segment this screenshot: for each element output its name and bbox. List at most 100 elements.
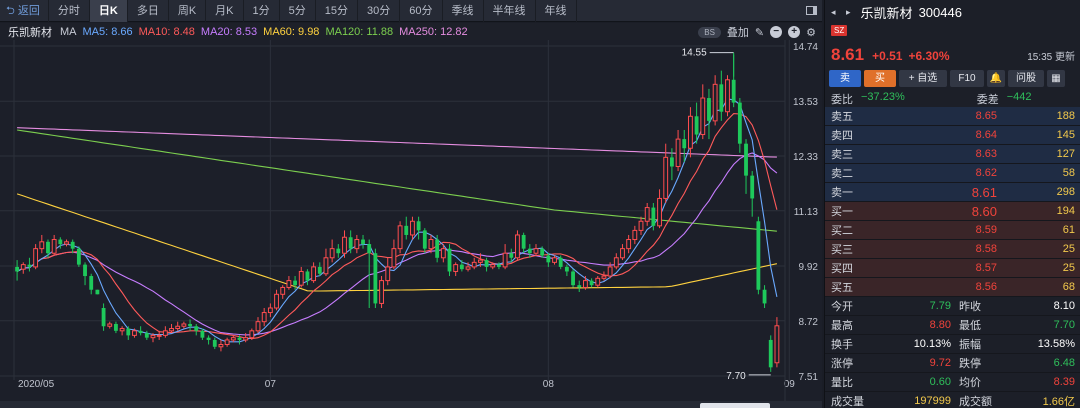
candle-body bbox=[768, 339, 773, 368]
period-tab[interactable]: 30分 bbox=[358, 0, 401, 22]
stat-row: 换手 10.13% 振幅 13.58% bbox=[825, 335, 1080, 354]
bid-level: 买四 bbox=[831, 263, 853, 275]
candle-body bbox=[700, 97, 706, 136]
candle-body bbox=[224, 339, 230, 346]
period-tab[interactable]: 1分 bbox=[244, 0, 280, 22]
candle-body bbox=[169, 328, 174, 332]
candle-body bbox=[428, 239, 434, 250]
candle-body bbox=[33, 248, 39, 268]
price-change-pct: +6.30% bbox=[908, 49, 950, 63]
ask-stock-button[interactable]: 问股 bbox=[1008, 70, 1044, 87]
candle-body bbox=[249, 330, 255, 339]
period-tab[interactable]: 60分 bbox=[400, 0, 443, 22]
candle-body bbox=[230, 337, 236, 341]
period-tab[interactable]: 5分 bbox=[280, 0, 316, 22]
stock-title: 乐凯新材 bbox=[860, 5, 913, 21]
ma-label[interactable]: MA bbox=[60, 25, 77, 38]
zoom-in-icon[interactable]: + bbox=[788, 26, 801, 38]
candle-body bbox=[286, 280, 292, 288]
add-watchlist-button[interactable]: + 自选 bbox=[899, 70, 947, 87]
ask-row[interactable]: 卖三 8.63 127 bbox=[825, 145, 1080, 164]
zoom-out-icon[interactable]: − bbox=[770, 26, 783, 38]
prev-next-arrows[interactable]: ◂ ▸ bbox=[831, 6, 855, 17]
ma-line bbox=[16, 193, 778, 292]
candle-body bbox=[552, 257, 557, 263]
stat-key: 量比 bbox=[831, 377, 853, 389]
candle-body bbox=[39, 241, 45, 250]
f10-button[interactable]: F10 bbox=[950, 70, 984, 87]
candle-body bbox=[379, 280, 384, 304]
ma-line bbox=[17, 127, 777, 158]
ma-values: MA5: 8.66 MA10: 8.48 MA20: 8.53 MA60: 9.98 M… bbox=[83, 26, 474, 38]
bid-row[interactable]: 买四 8.57 25 bbox=[825, 259, 1080, 278]
candle-body bbox=[348, 237, 353, 249]
bottom-handle[interactable] bbox=[700, 403, 770, 408]
bell-icon[interactable]: 🔔 bbox=[987, 70, 1005, 87]
candle-body bbox=[317, 266, 322, 274]
bid-price: 8.56 bbox=[975, 281, 997, 293]
candle-body bbox=[712, 83, 718, 122]
ma-value: MA20: 8.53 bbox=[200, 25, 258, 38]
ratio-label: 委比 bbox=[831, 94, 853, 106]
ask-level: 卖二 bbox=[831, 168, 853, 180]
layout-toggle-icon[interactable] bbox=[800, 0, 822, 22]
buy-button[interactable]: 买 bbox=[864, 70, 896, 87]
candle-body bbox=[15, 266, 20, 272]
kline-chart[interactable]: 14.74 13.53 12.33 11.13 9.92 8.72 7.51 2020/05 0… bbox=[0, 40, 822, 404]
candle-body bbox=[20, 264, 26, 270]
candle-body bbox=[83, 264, 87, 277]
bid-volume: 25 bbox=[1062, 262, 1075, 274]
candle-body bbox=[416, 221, 421, 231]
ma-value: MA120: 11.88 bbox=[325, 25, 394, 38]
chart-tools: BS 叠加 ✎ − + ⚙ bbox=[698, 24, 816, 40]
candle-body bbox=[311, 266, 317, 282]
candle-body bbox=[46, 241, 50, 254]
bid-row[interactable]: 买三 8.58 25 bbox=[825, 240, 1080, 259]
ask-level: 卖四 bbox=[831, 130, 853, 142]
candle-body bbox=[175, 325, 181, 330]
period-tab[interactable]: 多日 bbox=[128, 0, 169, 22]
bid-row[interactable]: 买二 8.59 61 bbox=[825, 221, 1080, 240]
period-tab[interactable]: 15分 bbox=[316, 0, 359, 22]
candle-body bbox=[737, 102, 742, 144]
ask-row[interactable]: 卖四 8.64 145 bbox=[825, 126, 1080, 145]
sell-button[interactable]: 卖 bbox=[829, 70, 861, 87]
bs-toggle[interactable]: BS bbox=[698, 26, 721, 38]
period-tab[interactable]: 季线 bbox=[443, 0, 484, 22]
grid-menu-icon[interactable]: ▦ bbox=[1047, 70, 1065, 87]
ask-row[interactable]: 卖一 8.61 298 bbox=[825, 183, 1080, 202]
settings-gear-icon[interactable]: ⚙ bbox=[806, 26, 816, 39]
ask-row[interactable]: 卖二 8.62 58 bbox=[825, 164, 1080, 183]
overlay-button[interactable]: 叠加 bbox=[726, 27, 749, 39]
period-tab[interactable]: 年线 bbox=[536, 0, 577, 22]
candle-body bbox=[515, 234, 520, 259]
period-tab[interactable]: 月K bbox=[206, 0, 244, 22]
bottom-strip bbox=[0, 401, 822, 408]
period-tab[interactable]: 半年线 bbox=[484, 0, 536, 22]
candle-body bbox=[58, 239, 63, 245]
candle-body bbox=[267, 307, 273, 314]
stat-key: 成交额 bbox=[959, 396, 992, 408]
candle-body bbox=[305, 271, 310, 281]
candle-body bbox=[51, 239, 57, 254]
quote-panel: ◂ ▸ 乐凯新材 300446 SZ 8.61 +0.51 +6.30% 15:… bbox=[824, 0, 1080, 408]
candle-body bbox=[27, 264, 32, 267]
period-tab[interactable]: 分时 bbox=[49, 0, 90, 22]
candle-body bbox=[719, 84, 724, 112]
period-tab[interactable]: 周K bbox=[169, 0, 207, 22]
bid-row[interactable]: 买一 8.60 194 bbox=[825, 202, 1080, 221]
candle-body bbox=[620, 248, 625, 259]
back-button[interactable]: ⮌ 返回 bbox=[0, 0, 49, 22]
candle-body bbox=[595, 277, 601, 286]
price-row: 8.61 +0.51 +6.30% 15:35 更新 bbox=[831, 45, 1075, 67]
candle-body bbox=[477, 259, 483, 263]
bid-row[interactable]: 买五 8.56 68 bbox=[825, 278, 1080, 297]
candle-body bbox=[626, 239, 632, 250]
period-tab[interactable]: 日K bbox=[89, 0, 128, 22]
candle-body bbox=[471, 261, 477, 268]
x-tick-label: 09 bbox=[784, 379, 796, 390]
stat-key: 昨收 bbox=[959, 301, 981, 313]
ask-row[interactable]: 卖五 8.65 188 bbox=[825, 107, 1080, 126]
draw-pencil-icon[interactable]: ✎ bbox=[754, 26, 765, 39]
candle-body bbox=[188, 323, 192, 327]
